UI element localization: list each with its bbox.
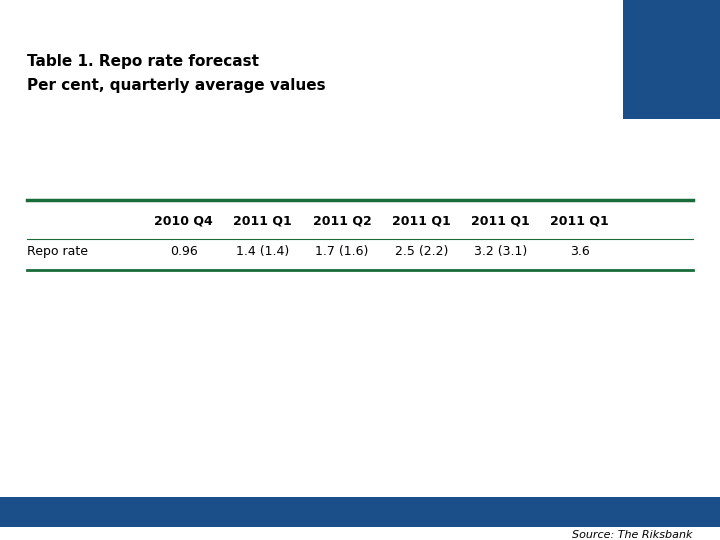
Text: Repo rate: Repo rate [27, 245, 89, 258]
Text: 2.5 (2.2): 2.5 (2.2) [395, 245, 448, 258]
Text: 2011 Q2: 2011 Q2 [312, 215, 372, 228]
Text: 2011 Q1: 2011 Q1 [550, 215, 609, 228]
Text: Per cent, quarterly average values: Per cent, quarterly average values [27, 78, 326, 93]
Text: 3.2 (3.1): 3.2 (3.1) [474, 245, 527, 258]
Text: 2011 Q1: 2011 Q1 [471, 215, 530, 228]
Text: Table 1. Repo rate forecast: Table 1. Repo rate forecast [27, 54, 259, 69]
Text: 1.7 (1.6): 1.7 (1.6) [315, 245, 369, 258]
FancyBboxPatch shape [0, 497, 720, 526]
Text: 1.4 (1.4): 1.4 (1.4) [236, 245, 289, 258]
Text: 2011 Q1: 2011 Q1 [392, 215, 451, 228]
Text: Source: The Riksbank: Source: The Riksbank [572, 530, 693, 540]
Text: 0.96: 0.96 [170, 245, 197, 258]
Text: 3.6: 3.6 [570, 245, 590, 258]
Text: 2011 Q1: 2011 Q1 [233, 215, 292, 228]
FancyBboxPatch shape [623, 0, 720, 119]
Text: 2010 Q4: 2010 Q4 [154, 215, 213, 228]
